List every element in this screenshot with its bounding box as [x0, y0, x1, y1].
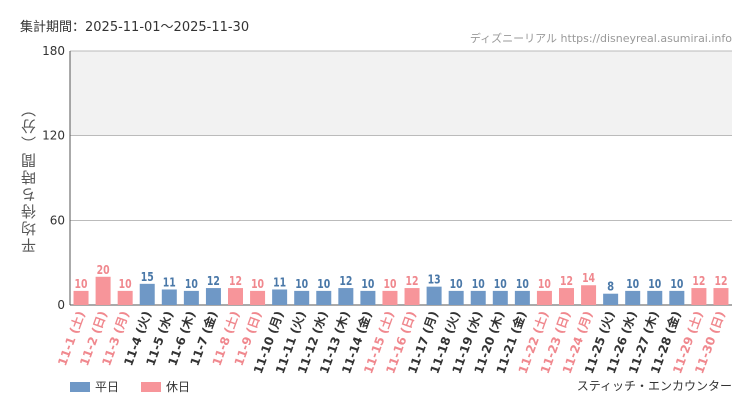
attraction-name: スティッチ・エンカウンター: [576, 379, 732, 393]
data-label: 10: [626, 277, 639, 291]
bar: [647, 290, 663, 305]
bar: [228, 288, 243, 305]
legend: 平日 休日: [70, 378, 212, 395]
data-label: 10: [361, 277, 374, 291]
bar: [426, 286, 442, 305]
bar: [161, 289, 177, 305]
data-label: 12: [339, 274, 352, 288]
data-label: 10: [75, 277, 88, 291]
bar: [581, 285, 597, 305]
data-label: 11: [273, 275, 286, 289]
bar: [713, 288, 729, 305]
y-tick-label: 60: [50, 213, 65, 227]
bar: [139, 283, 155, 305]
data-label: 10: [472, 277, 485, 291]
bar: [536, 290, 552, 305]
y-tick-label: 120: [42, 129, 65, 143]
data-label: 10: [450, 277, 463, 291]
bar: [294, 290, 310, 305]
site-credit[interactable]: ディズニーリアル https://disneyreal.asumirai.inf…: [469, 32, 732, 45]
data-label: 11: [163, 275, 176, 289]
bar: [250, 290, 266, 305]
period-label: 集計期間：2025-11-01～2025-11-30: [20, 20, 250, 35]
bar: [514, 290, 530, 305]
legend-holiday-label: 休日: [166, 380, 191, 394]
data-label: 12: [692, 274, 705, 288]
bar: [559, 288, 574, 305]
bar: [360, 290, 376, 305]
data-label: 14: [582, 271, 595, 285]
bar: [404, 288, 420, 305]
data-label: 10: [670, 277, 683, 291]
bar: [183, 290, 199, 305]
bar: [448, 290, 464, 305]
bar: [669, 290, 685, 305]
legend-holiday-swatch: [141, 381, 162, 392]
bar: [492, 290, 508, 305]
data-label: 12: [560, 274, 573, 288]
data-label: 8: [607, 280, 614, 294]
legend-holiday[interactable]: 休日: [141, 378, 190, 395]
data-label: 10: [538, 277, 551, 291]
y-tick-label: 180: [42, 44, 65, 58]
legend-weekday-label: 平日: [95, 380, 120, 394]
data-label: 10: [648, 277, 661, 291]
data-label: 10: [295, 277, 308, 291]
shaded-band: [70, 51, 732, 136]
y-tick-label: 0: [57, 298, 65, 312]
bar: [117, 290, 133, 305]
data-label: 15: [141, 270, 154, 284]
data-label: 13: [428, 273, 441, 287]
data-label: 10: [516, 277, 529, 291]
bar: [470, 290, 486, 305]
data-label: 12: [714, 274, 727, 288]
data-label: 10: [317, 277, 330, 291]
bar: [338, 288, 354, 305]
data-label: 10: [383, 277, 396, 291]
legend-weekday-swatch: [70, 381, 90, 392]
bar: [603, 293, 619, 305]
bar: [205, 288, 221, 305]
bar: [316, 290, 332, 305]
bar: [73, 290, 89, 305]
bar: [272, 289, 288, 305]
data-label: 12: [406, 274, 419, 288]
data-label: 12: [207, 274, 220, 288]
data-label: 10: [494, 277, 507, 291]
data-label: 20: [97, 263, 110, 277]
data-label: 10: [119, 277, 132, 291]
data-label: 10: [251, 277, 264, 291]
data-label: 12: [229, 274, 242, 288]
bar: [382, 290, 398, 305]
bar: [691, 288, 707, 305]
bar: [95, 276, 111, 305]
bar: [625, 290, 641, 305]
data-label: 10: [185, 277, 198, 291]
legend-weekday[interactable]: 平日: [70, 378, 119, 395]
